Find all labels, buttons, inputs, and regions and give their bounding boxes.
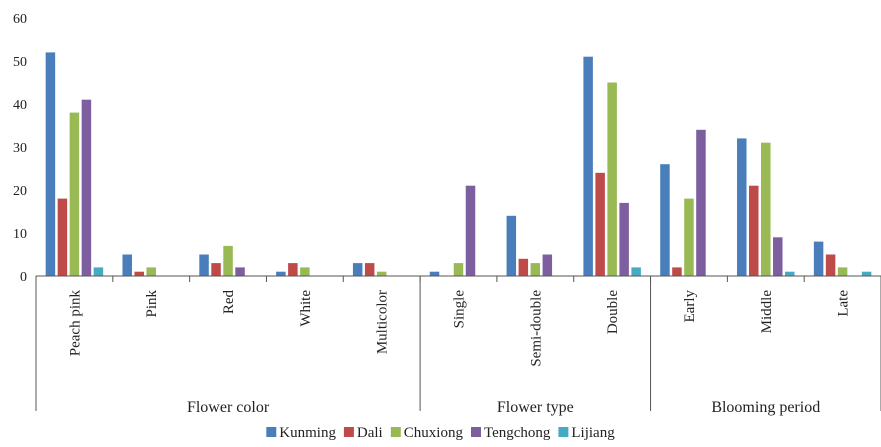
category-label: White <box>298 290 314 327</box>
bar-kunming-double <box>583 56 593 277</box>
bar-dali-red <box>211 263 221 276</box>
bar-lijiang-middle <box>785 271 795 276</box>
category-label: Multicolor <box>375 290 391 354</box>
bar-kunming-white <box>276 271 286 276</box>
bar-tengchong-middle <box>773 237 783 276</box>
bar-chuxiong-white <box>300 267 310 276</box>
y-tick-label: 40 <box>13 98 27 113</box>
bar-chuxiong-peach-pink <box>69 112 80 276</box>
bar-dali-middle <box>749 185 759 276</box>
bar-lijiang-double <box>631 267 641 276</box>
y-tick-label: 10 <box>13 227 27 242</box>
legend-label-kunming: Kunming <box>279 425 336 441</box>
y-tick-label: 60 <box>13 12 27 27</box>
bar-dali-semi-double <box>518 258 529 276</box>
bar-kunming-red <box>199 254 209 276</box>
bar-chuxiong-pink <box>146 267 156 276</box>
bar-lijiang-peach-pink <box>93 267 104 276</box>
bar-chuxiong-early <box>684 198 694 276</box>
legend-label-lijiang: Lijiang <box>571 425 615 441</box>
bar-tengchong-peach-pink <box>81 99 92 276</box>
y-axis: 0 10 20 30 40 50 60 <box>13 12 27 285</box>
y-tick-label: 0 <box>20 270 27 285</box>
legend-swatch-kunming <box>266 427 277 437</box>
legend-label-dali: Dali <box>357 425 383 441</box>
x-axis: Peach pink Pink Red White Multicolor Single Se… <box>35 275 881 416</box>
category-label: Late <box>836 290 852 317</box>
bar-tengchong-red <box>235 267 245 276</box>
bar-tengchong-single <box>465 185 476 276</box>
bar-kunming-pink <box>122 254 132 276</box>
legend-swatch-dali <box>343 427 354 437</box>
legend-swatch-tengchong <box>471 427 481 437</box>
y-tick-label: 50 <box>13 55 27 70</box>
bar-chuxiong-late <box>837 267 848 276</box>
bar-kunming-early <box>660 164 670 276</box>
legend-swatch-lijiang <box>558 427 569 437</box>
bar-tengchong-early <box>696 129 706 276</box>
category-label: Red <box>221 290 237 315</box>
bar-kunming-middle <box>737 138 747 276</box>
bar-tengchong-semi-double <box>542 254 553 276</box>
bars <box>45 52 872 277</box>
bar-dali-multicolor <box>364 263 375 276</box>
group-label: Flower color <box>187 399 270 416</box>
category-label: Semi-double <box>528 290 544 367</box>
bar-kunming-late <box>813 241 824 276</box>
bar-lijiang-late <box>861 271 872 276</box>
bar-dali-peach-pink <box>57 198 68 276</box>
bar-chuxiong-single <box>453 263 464 276</box>
bar-kunming-peach-pink <box>45 52 56 277</box>
y-tick-label: 20 <box>13 184 27 199</box>
bar-chuxiong-middle <box>761 142 771 276</box>
category-label: Single <box>452 290 468 329</box>
bar-kunming-multicolor <box>352 263 363 276</box>
bar-chuxiong-semi-double <box>530 263 541 276</box>
bar-kunming-semi-double <box>506 215 517 276</box>
group-label: Blooming period <box>711 399 820 416</box>
bar-chuxiong-double <box>607 82 617 276</box>
bar-dali-pink <box>134 271 144 276</box>
bar-tengchong-double <box>619 202 629 276</box>
legend-swatch-chuxiong <box>390 427 401 437</box>
category-label: Pink <box>144 290 160 318</box>
group-label: Flower type <box>497 399 574 416</box>
category-label: Middle <box>759 290 775 334</box>
legend-label-tengchong: Tengchong <box>484 425 551 441</box>
category-label: Double <box>605 290 621 335</box>
category-label: Early <box>682 290 698 323</box>
bar-kunming-single <box>429 271 440 276</box>
legend: Kunming Dali Chuxiong Tengchong Lijiang <box>266 425 615 441</box>
bar-dali-double <box>595 172 605 276</box>
bar-dali-late <box>825 254 836 276</box>
y-tick-label: 30 <box>13 141 27 156</box>
category-label: Peach pink <box>67 290 83 357</box>
bar-chuxiong-multicolor <box>376 271 387 276</box>
legend-label-chuxiong: Chuxiong <box>404 425 464 441</box>
bar-chuxiong-red <box>223 245 233 276</box>
bar-dali-white <box>288 263 298 276</box>
bar-dali-early <box>672 267 682 276</box>
